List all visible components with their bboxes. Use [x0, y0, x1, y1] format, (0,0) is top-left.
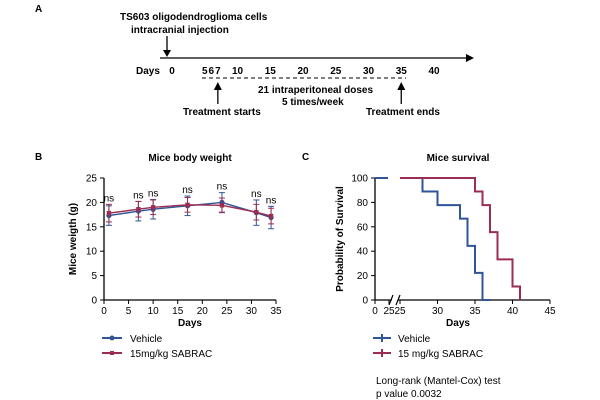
legend-b-vehicle-marker	[109, 335, 115, 341]
chart-b-point-1-5	[254, 209, 259, 215]
chart-c-ytick-0: 0	[362, 296, 368, 307]
panel-a-label: A	[35, 4, 42, 15]
chart-c-xtick-6: 45	[544, 306, 556, 317]
chart-c-survival-curve-0	[400, 177, 490, 301]
treatment-ends-label: Treatment ends	[366, 107, 440, 118]
chart-c-axis-break-mark-1	[388, 294, 394, 306]
chart-b-xtick-30: 30	[246, 306, 258, 317]
chart-b-ytick-10: 10	[86, 247, 98, 258]
chart-b-xtick-15: 15	[172, 306, 184, 317]
timeline-arrowhead	[466, 54, 474, 62]
legend-c: Vehicle 15 mg/kg SABRAC	[373, 334, 483, 360]
chart-b-point-1-2	[150, 205, 156, 210]
dose-text-line1: 21 intraperitoneal doses	[258, 85, 373, 96]
chart-b-ytick-15: 15	[86, 222, 98, 233]
chart-b-ytick-0: 0	[91, 296, 97, 307]
chart-b-annotation-4: ns	[217, 182, 228, 193]
chart-c-ytick-40: 40	[357, 247, 369, 258]
chart-b-point-1-6	[268, 213, 274, 219]
chart-b-point-1-1	[136, 207, 141, 212]
chart-b-point-1-3	[185, 202, 190, 208]
chart-b-xtick-5: 5	[126, 306, 132, 317]
dose-text-line2: 5 times/week	[282, 97, 344, 108]
chart-c-xtick-3: 30	[432, 306, 444, 317]
body-weight-chart: Mice body weight Days Mice weigth (g) 0 5 10 1…	[68, 153, 282, 329]
chart-b-ytick-25: 25	[86, 174, 98, 185]
stats-test-name: Long-rank (Mantel-Cox) test	[376, 376, 501, 387]
chart-c-ytick-80: 80	[357, 198, 369, 209]
timeline-tick-10: 10	[232, 66, 244, 77]
panel-a-timeline: A TS603 oligodendroglioma cells intracra…	[35, 4, 474, 118]
chart-c-title: Mice survival	[427, 153, 490, 164]
treatment-start-arrow	[213, 82, 222, 104]
chart-b-xtick-25: 25	[221, 306, 233, 317]
timeline-tick-7: 7	[215, 66, 221, 77]
legend-b-sabrac-marker	[110, 351, 114, 355]
timeline-tick-0: 0	[169, 66, 175, 77]
chart-b-xtick-0: 0	[101, 306, 107, 317]
chart-b-xtick-10: 10	[148, 306, 160, 317]
chart-b-ytick-5: 5	[91, 271, 97, 282]
survival-chart: Mice survival Days Probability of Survival…	[335, 153, 556, 329]
chart-c-xtick-0: 0	[372, 306, 378, 317]
chart-c-xtick-2: 25	[394, 306, 406, 317]
chart-b-annotation-2: ns	[148, 188, 159, 199]
chart-c-axis-break-mark-2	[395, 294, 401, 306]
timeline-tick-6: 6	[209, 66, 215, 77]
chart-c-xtick-4: 35	[469, 306, 481, 317]
treatment-starts-label: Treatment starts	[183, 107, 261, 118]
chart-c-xlabel: Days	[446, 318, 470, 329]
timeline-ticks: 0 5 6 7 10 15 20 25 30 35 40	[160, 54, 474, 77]
timeline-tick-5: 5	[202, 66, 208, 77]
panel-b-label: B	[35, 152, 42, 163]
stats-pvalue: p value 0.0032	[376, 389, 442, 400]
timeline-tick-25: 25	[330, 66, 342, 77]
legend-b-sabrac-label: 15mg/kg SABRAC	[130, 349, 212, 360]
legend-c-sabrac-label: 15 mg/kg SABRAC	[398, 349, 483, 360]
chart-b-annotation-0: ns	[104, 193, 115, 204]
chart-c-ytick-20: 20	[357, 271, 369, 282]
chart-c-ylabel: Probability of Survival	[335, 186, 346, 292]
panel-c-label: C	[302, 152, 309, 163]
chart-b-annotation-1: ns	[133, 190, 144, 201]
legend-b: Vehicle 15mg/kg SABRAC	[102, 334, 212, 360]
treatment-end-arrow	[397, 82, 406, 104]
timeline-tick-30: 30	[363, 66, 375, 77]
chart-b-xlabel: Days	[178, 318, 202, 329]
chart-b-annotation-6: ns	[266, 195, 277, 206]
chart-b-ylabel: Mice weigth (g)	[68, 203, 79, 275]
chart-c-xtick-1: 25	[383, 306, 395, 317]
chart-c-xtick-5: 40	[507, 306, 519, 317]
chart-c-ytick-60: 60	[357, 222, 369, 233]
timeline-tick-40: 40	[428, 66, 440, 77]
days-label: Days	[136, 66, 160, 77]
injection-arrowhead	[163, 50, 171, 57]
chart-b-ytick-20: 20	[86, 198, 98, 209]
timeline-tick-20: 20	[297, 66, 309, 77]
injection-text-line1: TS603 oligodendroglioma cells	[120, 12, 268, 23]
legend-c-vehicle-label: Vehicle	[398, 334, 431, 345]
start-arrowhead	[213, 82, 222, 90]
timeline-tick-15: 15	[265, 66, 277, 77]
timeline-tick-35: 35	[396, 66, 408, 77]
chart-b-xtick-35: 35	[270, 306, 282, 317]
chart-c-survival-curve-1	[400, 177, 521, 300]
chart-c-ytick-100: 100	[351, 174, 368, 185]
legend-b-vehicle-label: Vehicle	[130, 334, 163, 345]
chart-b-annotation-5: ns	[251, 189, 262, 200]
chart-b-point-1-0	[106, 210, 112, 216]
end-arrowhead	[397, 82, 406, 90]
chart-c-axis-break-gap	[392, 295, 398, 305]
chart-b-title: Mice body weight	[148, 153, 232, 164]
chart-b-xtick-20: 20	[197, 306, 209, 317]
chart-b-annotation-3: ns	[182, 185, 193, 196]
chart-b-point-1-4	[219, 203, 225, 208]
injection-text-line2: intracranial injection	[131, 25, 229, 36]
